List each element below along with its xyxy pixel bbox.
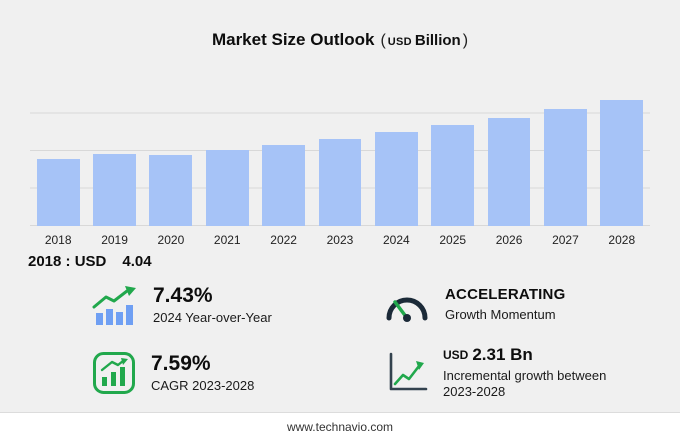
- bar: [205, 149, 249, 226]
- stat-yoy-value: 7.43%: [153, 284, 213, 307]
- stat-incremental-currency: USD: [443, 348, 469, 363]
- stat-cagr-label: CAGR 2023-2028: [151, 378, 255, 394]
- stat-incremental-label: Incremental growth between 2023-2028: [443, 368, 607, 400]
- annotation-value: 4.04: [122, 253, 152, 270]
- stat-incremental-growth: USD 2.31 Bn Incremental growth between 20…: [384, 345, 680, 400]
- stat-incremental-amount: 2.31 Bn: [472, 345, 533, 365]
- bar: [431, 125, 475, 226]
- stat-yoy-label: 2024 Year-over-Year: [153, 310, 272, 326]
- bar: [149, 155, 193, 226]
- bar: [544, 109, 587, 226]
- stat-cagr-value: 7.59%: [151, 352, 211, 376]
- x-axis-label: 2020: [157, 233, 185, 247]
- stat-text: 7.59% CAGR 2023-2028: [151, 352, 254, 394]
- x-axis-labels: 2018 2019 2020 2021 2022 2023 2024 2025 2026 2027…: [30, 233, 650, 247]
- gauge-icon: [384, 287, 430, 323]
- bar-column: [425, 76, 481, 226]
- bar: [487, 117, 531, 226]
- bar: [93, 153, 136, 226]
- title-main: Market Size Outlook: [211, 30, 375, 49]
- stat-text: ACCELERATING Growth Momentum: [445, 287, 565, 323]
- footer-link[interactable]: www.technavio.com: [286, 419, 394, 434]
- bar-growth-icon: [92, 285, 138, 326]
- x-axis-label: 2026: [495, 233, 523, 247]
- base-year-annotation: 2018 : USD 4.04: [28, 253, 680, 270]
- bar-column: [30, 76, 86, 226]
- stat-momentum-label: Growth Momentum: [445, 306, 556, 322]
- x-axis-label: 2023: [326, 233, 354, 247]
- bar-chart: 2018 2019 2020 2021 2022 2023 2024 2025 2026 2027…: [30, 76, 650, 247]
- bar-column: [481, 76, 537, 226]
- title-currency: USD: [387, 36, 412, 48]
- bar-column: [86, 76, 142, 226]
- bar: [600, 100, 644, 226]
- bar-column: [199, 76, 255, 226]
- page-title: Market Size Outlook (USD Billion): [0, 0, 680, 50]
- bar-column: [368, 76, 424, 226]
- bar-column: [537, 76, 593, 226]
- x-axis-label: 2025: [439, 233, 467, 247]
- stat-yoy-growth: 7.43% 2024 Year-over-Year: [92, 284, 384, 326]
- title-close-paren: ): [462, 32, 469, 49]
- stat-text: 7.43% 2024 Year-over-Year: [153, 284, 272, 326]
- x-axis-label: 2021: [213, 233, 241, 247]
- x-axis-label: 2028: [608, 233, 636, 247]
- bar: [374, 132, 418, 226]
- x-axis-label: 2022: [270, 233, 297, 247]
- green-bar-chart-icon: [92, 351, 136, 395]
- bar-column: [594, 76, 650, 226]
- bar: [262, 144, 306, 226]
- x-axis-label: 2027: [552, 233, 579, 247]
- x-axis-label: 2019: [101, 233, 128, 247]
- stat-growth-momentum: ACCELERATING Growth Momentum: [384, 284, 680, 326]
- stats-grid: 7.43% 2024 Year-over-Year ACCELERATING G…: [0, 284, 680, 401]
- title-open-paren: (: [380, 32, 386, 49]
- x-axis-label: 2024: [382, 233, 410, 247]
- bar-column: [143, 76, 199, 226]
- stat-cagr: 7.59% CAGR 2023-2028: [92, 346, 384, 400]
- bar: [318, 138, 362, 226]
- stat-momentum-value: ACCELERATING: [445, 286, 566, 304]
- line-chart-icon: [384, 351, 428, 395]
- footer: www.technavio.com: [0, 412, 680, 440]
- bar-plot: [30, 76, 650, 226]
- bar: [36, 158, 80, 226]
- x-axis-label: 2018: [44, 233, 72, 247]
- stat-text: USD 2.31 Bn Incremental growth between 20…: [443, 345, 618, 400]
- annotation-label: 2018 : USD: [28, 253, 107, 270]
- bar-column: [255, 76, 311, 226]
- title-unit: Billion: [414, 32, 461, 49]
- bar-column: [312, 76, 368, 226]
- stat-incremental-value: USD 2.31 Bn: [443, 345, 618, 365]
